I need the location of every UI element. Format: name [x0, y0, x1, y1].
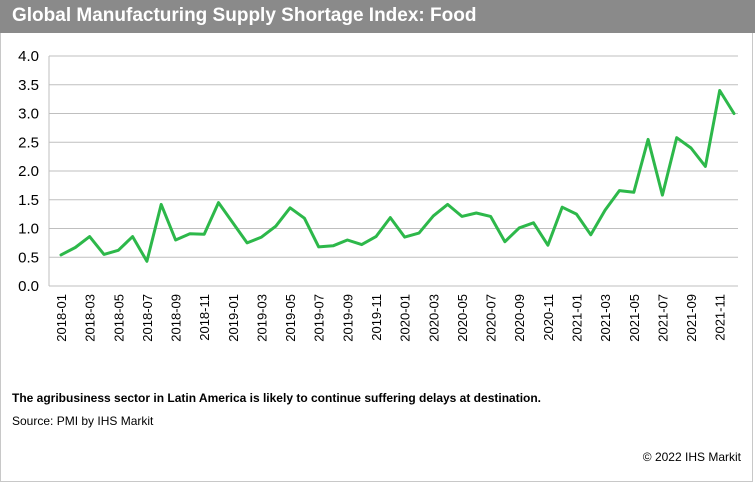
y-axis-ticks: 0.0 0.5 1.0 1.5 2.0 2.5 3.0 3.5 4.0: [18, 48, 39, 295]
x-tick-label: 2019-07: [312, 294, 327, 342]
x-tick-label: 2021-09: [684, 294, 699, 342]
x-tick-label: 2018-07: [140, 294, 155, 342]
y-tick-label: 2.0: [18, 163, 39, 180]
y-tick-label: 0.0: [18, 278, 39, 295]
x-tick-label: 2018-05: [111, 294, 126, 342]
x-tick-label: 2020-07: [484, 294, 499, 342]
y-tick-label: 4.0: [18, 48, 39, 65]
x-tick-label: 2018-01: [54, 294, 69, 342]
y-tick-label: 0.5: [18, 249, 39, 266]
chart-title: Global Manufacturing Supply Shortage Ind…: [12, 5, 477, 26]
y-tick-label: 1.5: [18, 192, 39, 209]
x-tick-label: 2021-11: [713, 294, 728, 341]
x-tick-label: 2019-05: [283, 294, 298, 342]
x-tick-label: 2021-01: [569, 294, 584, 342]
x-tick-label: 2018-09: [169, 294, 184, 342]
x-tick-label: 2021-07: [655, 294, 670, 342]
x-tick-label: 2020-01: [398, 294, 413, 342]
x-tick-label: 2020-03: [426, 294, 441, 342]
copyright: © 2022 IHS Markit: [642, 450, 741, 464]
x-tick-label: 2019-01: [226, 294, 241, 342]
gridlines: [48, 55, 738, 287]
x-tick-label: 2021-05: [627, 294, 642, 342]
x-tick-label: 2020-11: [541, 294, 556, 341]
line-chart: 0.00.51.01.52.02.53.03.54.0 2018-01 2018-…: [18, 48, 738, 342]
x-tick-label: 2018-11: [197, 294, 212, 341]
x-tick-label: 2019-03: [254, 294, 269, 342]
chart-note: The agribusiness sector in Latin America…: [12, 391, 542, 405]
x-tick-label: 2019-09: [340, 294, 355, 342]
series-layer: [59, 89, 736, 263]
chart-source: Source: PMI by IHS Markit: [12, 414, 154, 428]
y-tick-label: 1.0: [18, 221, 39, 238]
x-tick-label: 2021-03: [598, 294, 613, 342]
x-tick-label: 2019-11: [369, 294, 384, 341]
title-bar: Global Manufacturing Supply Shortage Ind…: [0, 0, 755, 33]
y-tick-label: 3.5: [18, 77, 39, 94]
x-tick-label: 2020-09: [512, 294, 527, 342]
y-tick-label: 3.0: [18, 106, 39, 123]
y-tick-label: 2.5: [18, 134, 39, 151]
x-tick-label: 2020-05: [455, 294, 470, 342]
series-line: [59, 89, 736, 263]
x-axis-ticks: 2018-01 2018-03 2018-05 2018-07 2018-09 2018-…: [54, 294, 728, 342]
x-tick-label: 2018-03: [83, 294, 98, 342]
